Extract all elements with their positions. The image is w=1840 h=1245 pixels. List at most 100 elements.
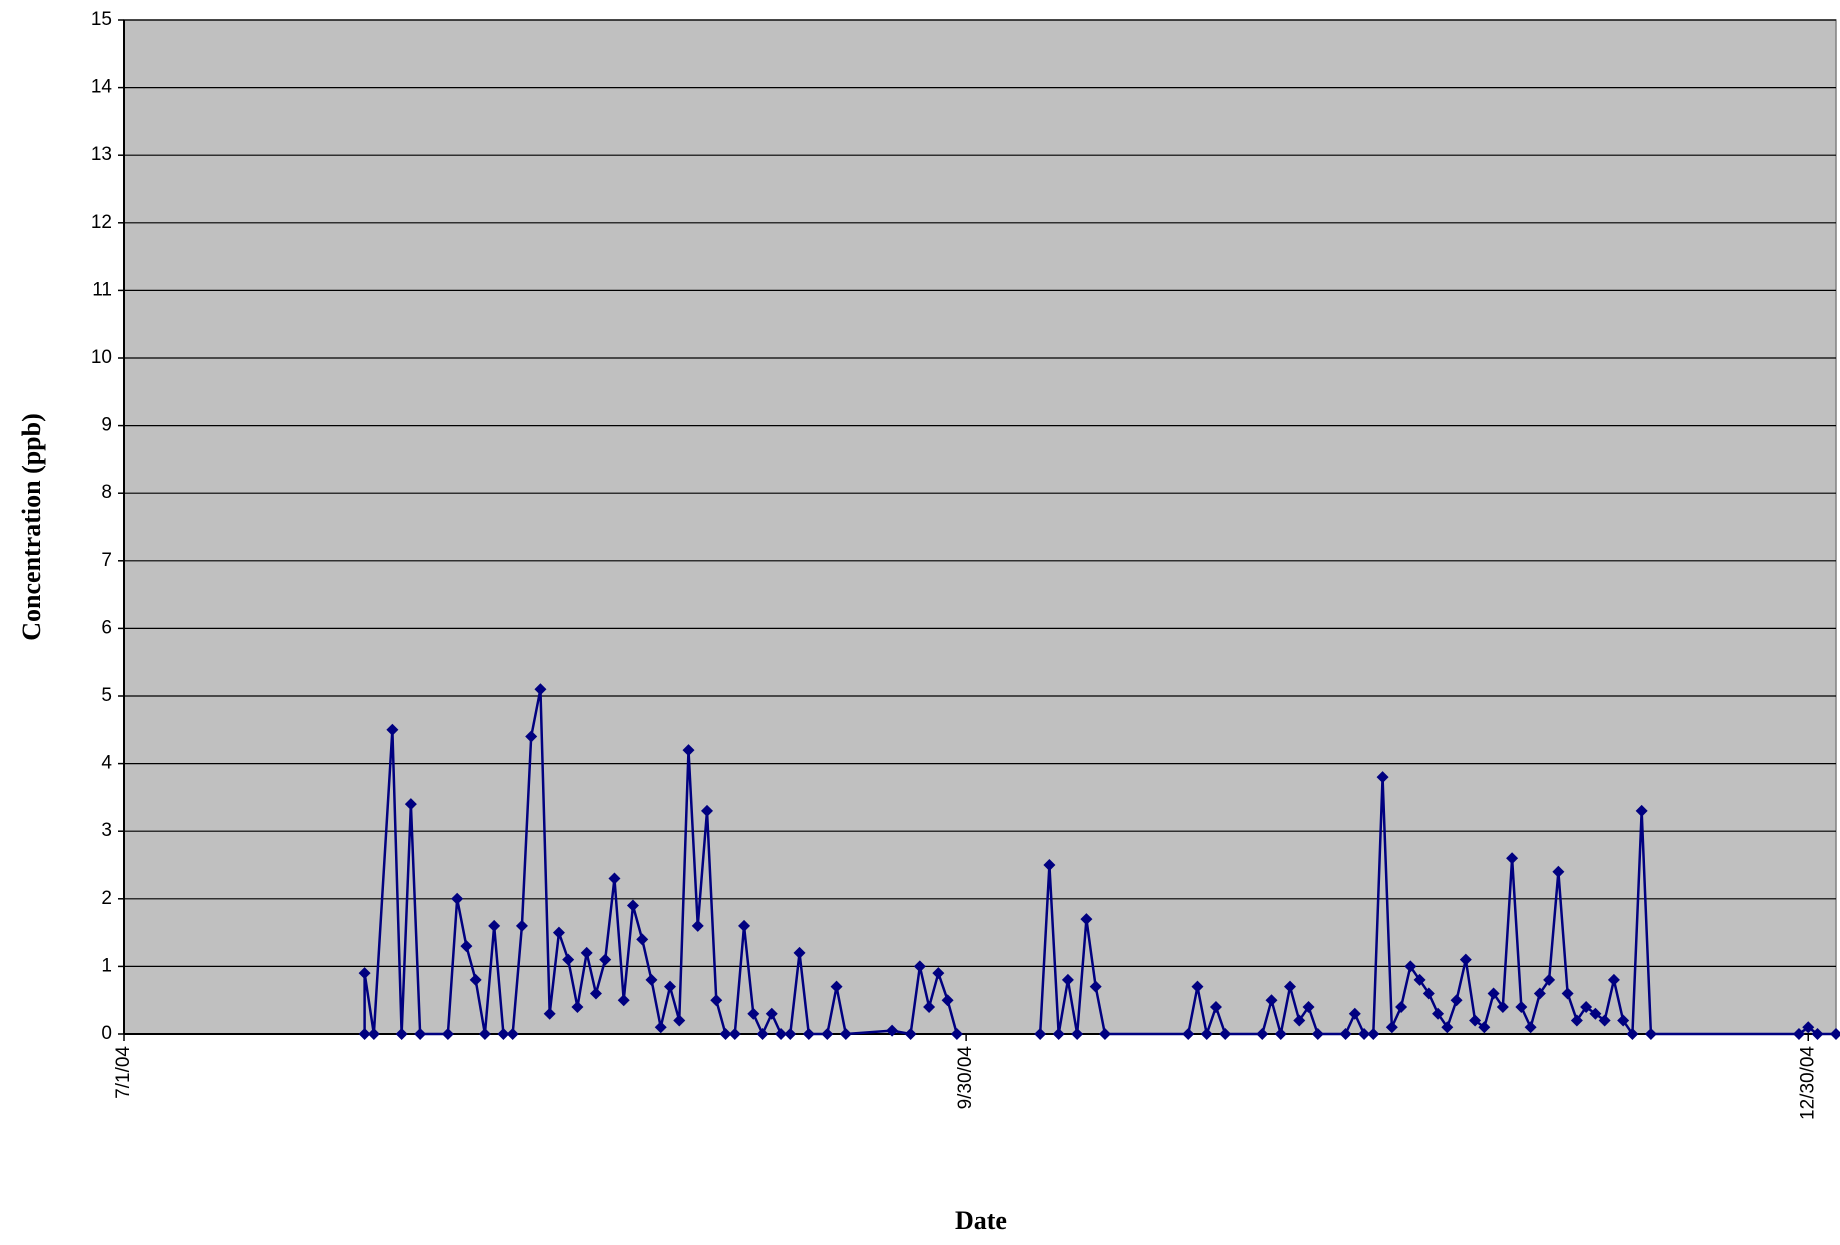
data-point xyxy=(1496,1000,1509,1013)
data-point xyxy=(1478,1021,1491,1034)
data-point xyxy=(367,1028,380,1040)
data-point xyxy=(1293,1014,1306,1027)
data-point xyxy=(1580,1000,1593,1013)
data-point xyxy=(506,1028,519,1040)
y-tick-label: 3 xyxy=(101,820,112,841)
data-point xyxy=(1052,1028,1065,1040)
data-point xyxy=(414,1028,427,1040)
data-point xyxy=(932,967,945,980)
y-tick-label: 11 xyxy=(92,279,112,300)
data-point xyxy=(1367,1028,1380,1040)
data-point xyxy=(534,683,547,696)
data-point xyxy=(580,946,593,959)
data-point xyxy=(1089,980,1102,993)
data-point xyxy=(728,1028,741,1040)
data-point xyxy=(404,798,417,811)
data-point xyxy=(1098,1028,1111,1040)
y-tick-label: 5 xyxy=(101,685,112,706)
y-tick-label: 8 xyxy=(101,482,112,503)
data-point xyxy=(821,1028,834,1040)
data-point xyxy=(1506,852,1519,865)
data-point xyxy=(460,940,473,953)
data-point xyxy=(1311,1028,1324,1040)
data-point xyxy=(1792,1028,1805,1040)
data-point xyxy=(395,1028,408,1040)
y-tick-label: 10 xyxy=(91,347,112,368)
data-point xyxy=(1450,994,1463,1007)
data-point xyxy=(441,1028,454,1040)
data-point xyxy=(913,960,926,973)
data-point xyxy=(1339,1028,1352,1040)
data-point xyxy=(358,967,371,980)
y-axis-title: Concentration (ppb) xyxy=(17,413,46,641)
data-point xyxy=(1413,973,1426,986)
data-point xyxy=(1358,1028,1371,1040)
data-point xyxy=(1182,1028,1195,1040)
data-point xyxy=(1265,994,1278,1007)
data-point xyxy=(636,933,649,946)
data-point xyxy=(1441,1021,1454,1034)
y-tick-label: 1 xyxy=(101,955,112,976)
data-point xyxy=(1061,973,1074,986)
data-point xyxy=(1469,1014,1482,1027)
data-point xyxy=(839,1028,852,1040)
y-tick-label: 2 xyxy=(101,888,112,909)
data-point xyxy=(691,919,704,932)
data-point xyxy=(386,723,399,736)
data-point xyxy=(1376,771,1389,784)
y-tick-label: 13 xyxy=(91,144,112,165)
data-point xyxy=(599,953,612,966)
data-point xyxy=(552,926,565,939)
data-point xyxy=(1284,980,1297,993)
data-point xyxy=(589,987,602,1000)
data-point xyxy=(747,1007,760,1020)
data-point xyxy=(1385,1021,1398,1034)
data-point xyxy=(1432,1007,1445,1020)
data-point xyxy=(738,919,751,932)
x-tick-label: 12/30/04 xyxy=(1797,1046,1818,1120)
y-tick-label: 15 xyxy=(91,9,112,30)
data-point xyxy=(543,1007,556,1020)
data-point xyxy=(497,1028,510,1040)
y-tick-label: 7 xyxy=(101,550,112,571)
data-point xyxy=(793,946,806,959)
data-point xyxy=(1598,1014,1611,1027)
data-point xyxy=(682,744,695,757)
data-point xyxy=(1422,987,1435,1000)
data-point xyxy=(1043,859,1056,871)
x-tick-label: 7/1/04 xyxy=(113,1046,134,1099)
plot-area xyxy=(123,19,1837,1035)
data-point xyxy=(515,919,528,932)
data-point xyxy=(1561,987,1574,1000)
x-axis-title: Date xyxy=(955,1206,1007,1235)
data-point xyxy=(1219,1028,1232,1040)
data-point xyxy=(1533,987,1546,1000)
data-point xyxy=(784,1028,797,1040)
data-point xyxy=(1802,1021,1815,1034)
data-point xyxy=(1811,1028,1824,1040)
data-point xyxy=(1524,1021,1537,1034)
data-point xyxy=(1459,953,1472,966)
data-point xyxy=(626,899,639,912)
data-point xyxy=(1635,804,1648,817)
data-point xyxy=(1487,987,1500,1000)
data-point xyxy=(941,994,954,1007)
data-point xyxy=(830,980,843,993)
data-point xyxy=(617,994,630,1007)
data-point xyxy=(571,1000,584,1013)
data-point xyxy=(1617,1014,1630,1027)
data-point xyxy=(1191,980,1204,993)
data-point xyxy=(710,994,723,1007)
data-point xyxy=(1607,973,1620,986)
data-point xyxy=(673,1014,686,1027)
data-point xyxy=(904,1028,917,1040)
data-point xyxy=(1209,1000,1222,1013)
data-point xyxy=(886,1024,899,1037)
data-point xyxy=(608,872,621,885)
data-point xyxy=(1830,1028,1840,1040)
data-point xyxy=(1200,1028,1213,1040)
data-point xyxy=(1256,1028,1269,1040)
data-point xyxy=(1570,1014,1583,1027)
data-point xyxy=(719,1028,732,1040)
data-point xyxy=(1404,960,1417,973)
